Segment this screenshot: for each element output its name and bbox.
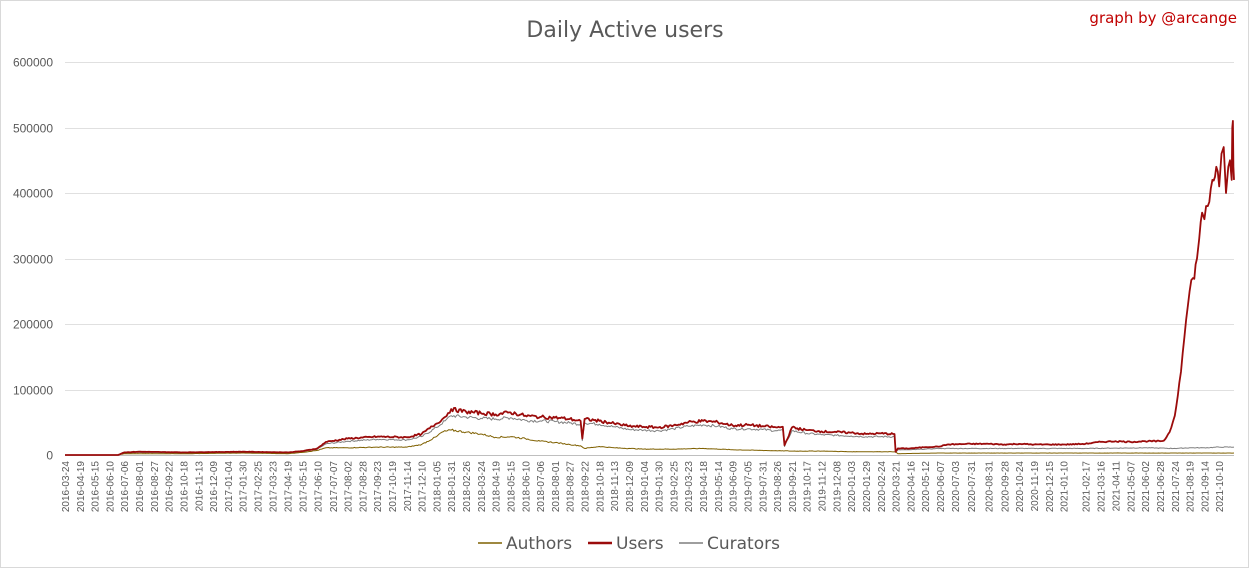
series-lines [65,120,1235,456]
x-tick-label: 2016-10-18 [180,461,191,513]
x-tick-label: 2017-10-19 [388,461,399,513]
x-tick-label: 2018-02-26 [462,461,473,513]
y-tick-label: 400000 [13,187,53,201]
x-tick-label: 2019-07-31 [758,461,769,513]
x-tick-label: 2016-12-09 [209,461,220,513]
x-tick-label: 2017-03-23 [268,461,279,513]
x-tick-label: 2019-07-05 [744,461,755,513]
x-tick-label: 2017-12-10 [418,461,429,513]
x-tick-label: 2020-03-21 [892,461,903,513]
x-tick-label: 2021-10-10 [1215,461,1226,513]
x-tick-label: 2019-06-09 [729,461,740,513]
x-tick-label: 2017-08-02 [344,461,355,513]
x-tick-label: 2016-05-15 [91,461,102,513]
x-tick-label: 2017-09-23 [373,461,384,513]
x-tick-label: 2020-09-28 [1000,461,1011,513]
x-tick-label: 2018-06-10 [521,461,532,513]
x-tick-label: 2019-09-21 [788,461,799,513]
x-tick-label: 2020-05-12 [921,461,932,513]
x-tick-label: 2021-08-19 [1186,461,1197,513]
x-tick-label: 2019-10-17 [803,461,814,513]
legend-label-users: Users [616,534,664,554]
x-tick-label: 2018-08-01 [551,461,562,513]
x-tick-label: 2018-04-19 [492,461,503,513]
y-tick-label: 300000 [13,253,53,267]
x-tick-label: 2020-07-03 [951,461,962,513]
x-tick-label: 2016-07-06 [120,461,131,513]
x-tick-label: 2020-06-07 [936,461,947,513]
x-tick-label: 2020-01-03 [847,461,858,513]
x-tick-label: 2020-12-15 [1045,461,1056,513]
legend-label-curators: Curators [707,534,780,554]
x-tick-label: 2017-01-30 [239,461,250,513]
x-tick-label: 2019-05-14 [714,461,725,513]
x-tick-label: 2021-09-14 [1200,461,1211,513]
x-tick-label: 2021-05-07 [1126,461,1137,513]
x-tick-label: 2018-01-05 [432,461,443,513]
x-tick-label: 2017-01-04 [224,461,235,513]
y-tick-label: 600000 [13,56,53,70]
chart-legend: Authors Users Curators [478,534,780,554]
x-tick-label: 2016-08-01 [135,461,146,513]
x-tick-label: 2019-01-30 [655,461,666,513]
x-tick-label: 2021-06-28 [1156,461,1167,513]
y-tick-label: 200000 [13,318,53,332]
x-tick-label: 2020-01-29 [862,461,873,513]
x-tick-label: 2018-09-22 [581,461,592,513]
y-tick-label: 500000 [13,122,53,136]
x-tick-label: 2017-02-25 [254,461,265,513]
series-line-users [65,120,1235,456]
legend-label-authors: Authors [506,534,572,554]
x-tick-label: 2019-12-08 [832,461,843,513]
series-line-authors [65,428,1235,456]
x-tick-label: 2016-11-13 [194,461,205,512]
chart-title: Daily Active users [526,18,723,43]
x-tick-label: 2020-07-31 [967,461,978,513]
x-axis-tick-labels: 2016-03-24 2016-04-19 2016-05-15 2016-06-10… [61,461,1226,513]
x-tick-label: 2017-04-19 [284,461,295,513]
y-tick-label: 100000 [13,384,53,398]
x-tick-label: 2018-10-18 [595,461,606,513]
x-tick-label: 2016-09-22 [165,461,176,513]
x-tick-label: 2021-02-17 [1081,461,1092,513]
x-tick-label: 2021-07-24 [1171,461,1182,513]
x-tick-label: 2019-08-26 [773,461,784,513]
x-tick-label: 2020-11-19 [1030,461,1041,512]
x-tick-label: 2021-04-11 [1112,461,1123,512]
x-tick-label: 2016-04-19 [76,461,87,513]
x-tick-label: 2020-04-16 [906,461,917,513]
x-tick-label: 2018-11-13 [610,461,621,512]
x-tick-label: 2018-12-09 [625,461,636,513]
y-tick-label: 0 [46,449,53,463]
x-tick-label: 2018-07-06 [536,461,547,513]
x-tick-label: 2019-01-04 [640,461,651,513]
x-tick-label: 2018-03-24 [477,461,488,513]
x-tick-label: 2017-05-15 [299,461,310,513]
x-tick-label: 2019-04-18 [699,461,710,513]
x-tick-label: 2019-03-23 [684,461,695,513]
x-tick-label: 2020-08-31 [985,461,996,513]
y-gridlines [65,62,1234,456]
x-tick-label: 2016-06-10 [105,461,116,513]
x-tick-label: 2018-01-31 [447,461,458,513]
x-tick-label: 2019-02-25 [669,461,680,513]
x-tick-label: 2017-06-10 [313,461,324,513]
x-tick-label: 2018-08-27 [566,461,577,513]
y-axis-tick-labels: 0 100000 200000 300000 400000 500000 600000 [13,56,53,463]
x-tick-label: 2018-05-15 [507,461,518,513]
x-tick-label: 2019-11-12 [818,461,829,512]
x-tick-label: 2017-11-14 [403,461,414,512]
x-tick-label: 2016-03-24 [61,461,72,513]
x-tick-label: 2017-08-28 [358,461,369,513]
x-tick-label: 2021-01-10 [1060,461,1071,513]
x-tick-label: 2020-10-24 [1015,461,1026,513]
x-tick-label: 2016-08-27 [150,461,161,513]
x-tick-label: 2020-02-24 [877,461,888,513]
chart-credit: graph by @arcange [1089,9,1237,27]
x-tick-label: 2021-03-16 [1097,461,1108,513]
x-tick-label: 2021-06-02 [1141,461,1152,513]
x-tick-label: 2017-07-07 [329,461,340,513]
